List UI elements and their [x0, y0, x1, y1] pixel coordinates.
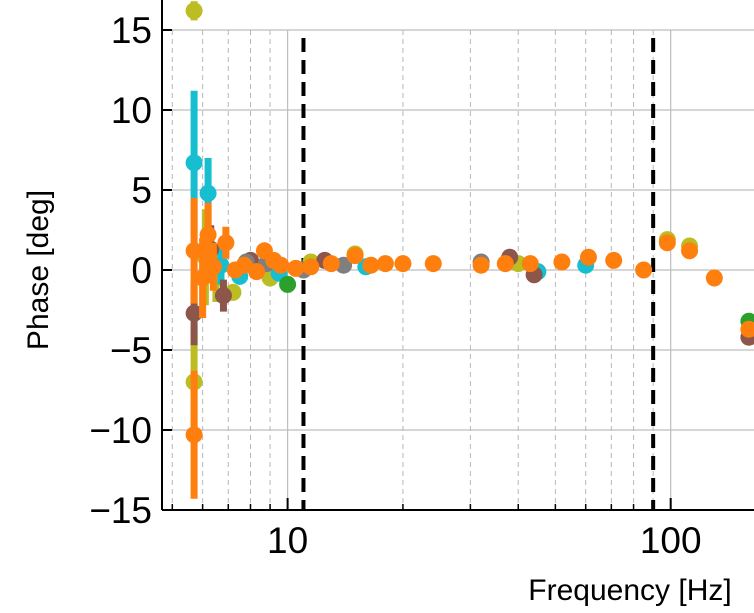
data-point: [705, 269, 723, 287]
y-tick-label: 5: [131, 170, 152, 211]
data-point: [185, 2, 203, 20]
data-point: [376, 255, 394, 273]
data-point: [362, 256, 380, 274]
data-point: [605, 251, 623, 269]
data-point: [424, 255, 442, 273]
data-point: [194, 269, 212, 287]
data-point: [635, 261, 653, 279]
data-point: [199, 184, 217, 202]
data-point: [214, 287, 232, 305]
grid: [162, 29, 754, 511]
data-point: [496, 255, 514, 273]
data-series: [185, 1, 754, 499]
data-point: [279, 275, 297, 293]
reference-lines: [301, 38, 656, 510]
data-point: [185, 242, 203, 260]
series-4: [279, 275, 754, 330]
data-point: [472, 256, 490, 274]
data-point: [248, 263, 266, 281]
x-tick-label: 100: [640, 520, 702, 561]
y-tick-label: −5: [110, 330, 152, 371]
data-point: [287, 259, 305, 277]
data-point: [199, 226, 217, 244]
data-point: [521, 255, 539, 273]
data-point: [272, 256, 290, 274]
x-tick-label: 10: [267, 520, 308, 561]
y-tick-label: −15: [89, 490, 152, 531]
y-tick-label: −10: [89, 410, 152, 451]
y-tick-label: 15: [111, 10, 152, 51]
data-point: [217, 234, 235, 252]
axes: [161, 0, 754, 511]
data-point: [394, 255, 412, 273]
data-point: [235, 256, 253, 274]
data-point: [302, 258, 320, 276]
data-point: [185, 304, 203, 322]
data-point: [335, 256, 353, 274]
data-point: [322, 255, 340, 273]
data-point: [658, 234, 676, 252]
data-point: [579, 248, 597, 266]
data-point: [185, 154, 203, 172]
data-point: [204, 258, 222, 276]
data-point: [346, 247, 364, 265]
data-point: [553, 253, 571, 271]
x-axis-label: Frequency [Hz]: [528, 574, 731, 607]
data-point: [681, 242, 699, 260]
data-point: [185, 426, 203, 444]
y-axis-label: Phase [deg]: [22, 190, 55, 350]
y-tick-label: 10: [111, 90, 152, 131]
series-0: [185, 1, 699, 438]
ticks: 15 10 5 0 −5 −10 −15 10 100: [89, 10, 701, 561]
series-5: [185, 198, 754, 499]
data-point: [740, 320, 754, 338]
y-tick-label: 0: [131, 250, 152, 291]
